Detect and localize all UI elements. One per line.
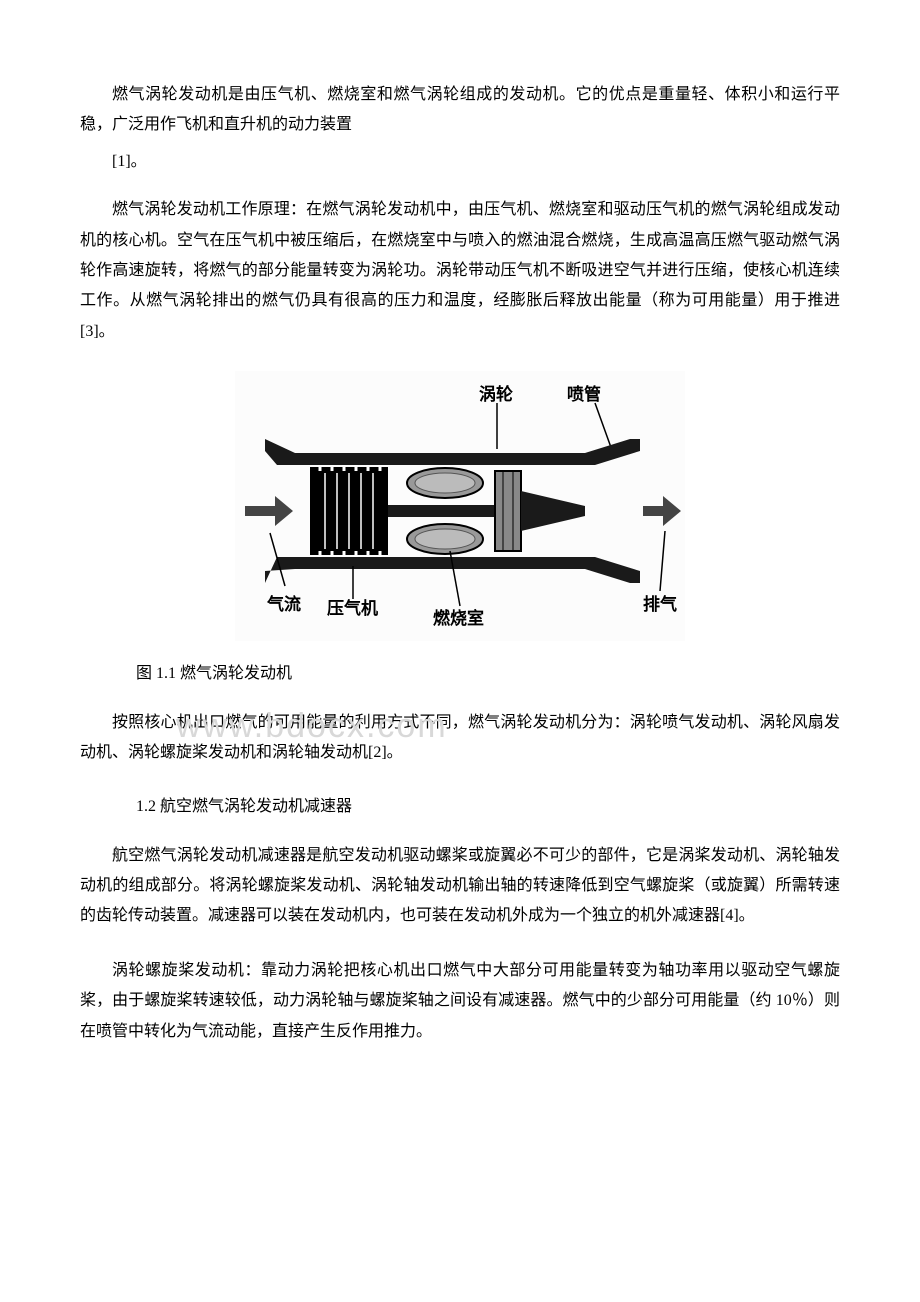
- diagram-label-compressor: 压气机: [327, 593, 378, 625]
- engine-diagram: 涡轮 喷管 气流 压气机 燃烧室 排气: [235, 371, 685, 641]
- paragraph-reducer: 航空燃气涡轮发动机减速器是航空发动机驱动螺桨或旋翼必不可少的部件，它是涡桨发动机…: [80, 841, 840, 932]
- paragraph-principle: 燃气涡轮发动机工作原理：在燃气涡轮发动机中，由压气机、燃烧室和驱动压气机的燃气涡…: [80, 195, 840, 347]
- diagram-label-airflow: 气流: [267, 589, 301, 621]
- figure-caption: 图 1.1 燃气涡轮发动机: [80, 659, 840, 689]
- diagram-label-combustor: 燃烧室: [433, 603, 484, 635]
- diagram-label-turbine: 涡轮: [479, 379, 513, 411]
- figure-container: 涡轮 喷管 气流 压气机 燃烧室 排气: [80, 371, 840, 641]
- paragraph-classification: 按照核心机出口燃气的可用能量的利用方式不同，燃气涡轮发动机分为：涡轮喷气发动机、…: [80, 708, 840, 769]
- reference-1: [1]。: [80, 147, 840, 177]
- paragraph-turboprop: 涡轮螺旋桨发动机：靠动力涡轮把核心机出口燃气中大部分可用能量转变为轴功率用以驱动…: [80, 956, 840, 1047]
- diagram-label-exhaust: 排气: [643, 589, 677, 621]
- diagram-label-nozzle: 喷管: [567, 379, 601, 411]
- engine-svg: [235, 371, 685, 641]
- section-heading-1-2: 1.2 航空燃气涡轮发动机减速器: [80, 792, 840, 822]
- paragraph-intro: 燃气涡轮发动机是由压气机、燃烧室和燃气涡轮组成的发动机。它的优点是重量轻、体积小…: [80, 80, 840, 141]
